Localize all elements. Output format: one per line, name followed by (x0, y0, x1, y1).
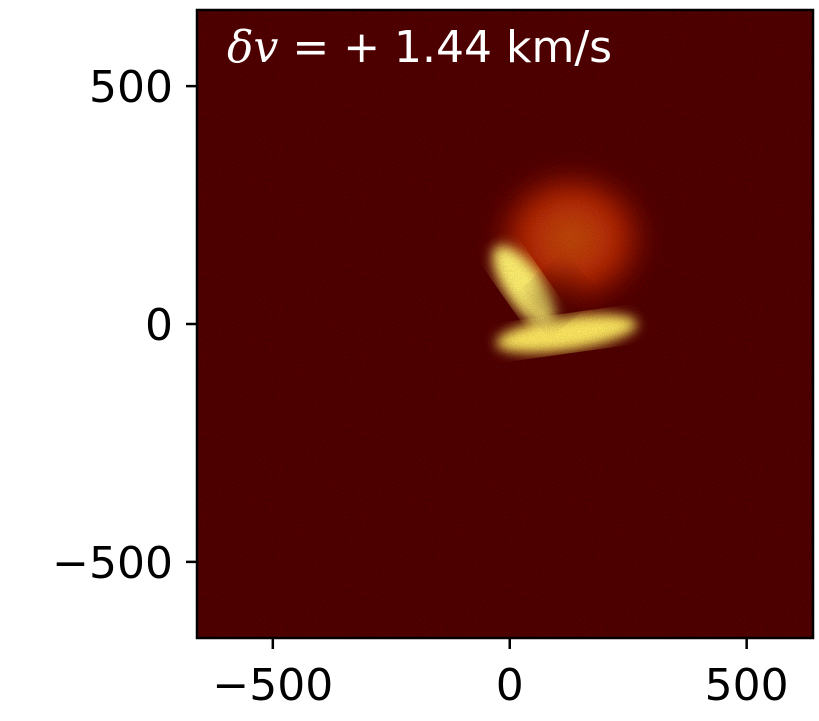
foreground-noise (197, 10, 813, 638)
annotation-value: = + 1.44 km/s (278, 22, 612, 73)
y-tick-label: 500 (89, 62, 173, 113)
heatmap-plot-area (195, 8, 815, 640)
annotation-math: δv (227, 22, 278, 73)
x-tick-label: −500 (212, 660, 333, 711)
y-tick-label: −500 (52, 538, 173, 589)
y-tick-label: 0 (145, 300, 173, 351)
x-tick-label: 500 (705, 660, 789, 711)
axis-ticks: −500 0 500 500 0 −500 (52, 62, 789, 711)
velocity-annotation: δv = + 1.44 km/s (227, 22, 612, 73)
x-tick-label: 0 (496, 660, 524, 711)
